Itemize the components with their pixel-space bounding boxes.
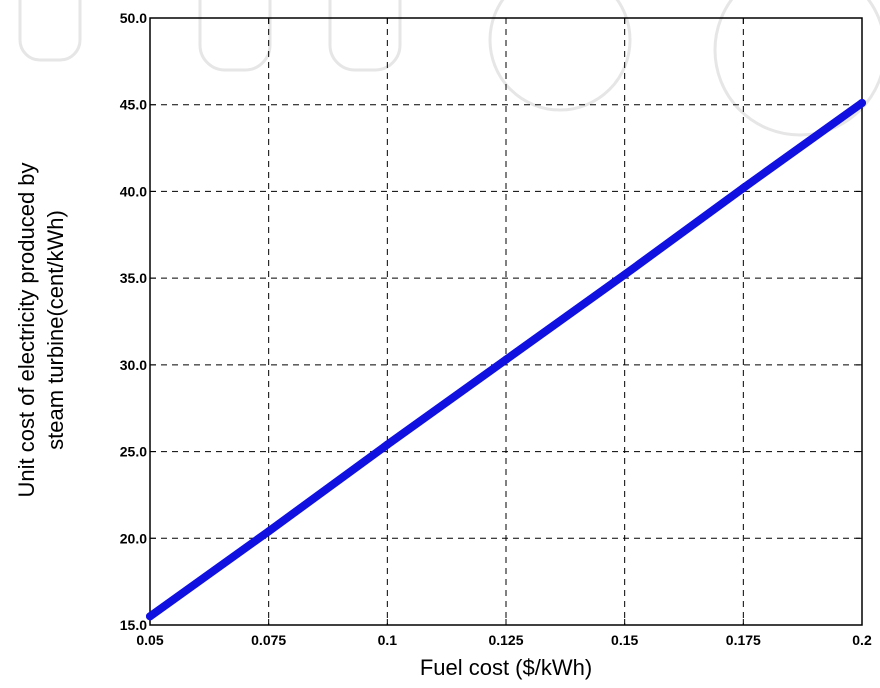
y-axis: 15.0 20.0 25.0 30.0 35.0 40.0 45.0 50.0	[120, 10, 862, 633]
x-tick-label: 0.075	[251, 632, 286, 648]
y-tick-label: 15.0	[120, 617, 147, 633]
y-tick-label: 35.0	[120, 270, 147, 286]
y-axis-label-line1: Unit cost of electricity produced by	[14, 162, 39, 497]
data-point	[620, 270, 629, 279]
series-layer	[146, 98, 866, 621]
y-tick-label: 50.0	[120, 10, 147, 26]
y-tick-label: 40.0	[120, 183, 147, 199]
x-tick-label: 0.2	[852, 632, 872, 648]
data-point	[264, 527, 273, 536]
watermark-logo	[18, 0, 880, 137]
y-tick-label: 25.0	[120, 444, 147, 460]
x-tick-label: 0.125	[488, 632, 523, 648]
data-point	[383, 440, 392, 449]
data-point	[146, 612, 154, 621]
grid-lines	[150, 18, 862, 625]
x-axis: 0.05 0.075 0.1 0.125 0.15 0.175 0.2	[136, 18, 872, 648]
x-tick-label: 0.05	[136, 632, 163, 648]
data-point	[858, 98, 866, 107]
x-tick-label: 0.175	[726, 632, 761, 648]
x-tick-label: 0.15	[611, 632, 638, 648]
y-axis-label-line2: steam turbine(cent/kWh)	[43, 210, 68, 450]
x-tick-label: 0.1	[378, 632, 398, 648]
data-point	[739, 183, 748, 192]
x-axis-label: Fuel cost ($/kWh)	[420, 655, 592, 680]
data-point	[502, 355, 510, 364]
y-tick-label: 45.0	[120, 97, 147, 113]
y-tick-label: 30.0	[120, 357, 147, 373]
y-tick-label: 20.0	[120, 530, 147, 546]
